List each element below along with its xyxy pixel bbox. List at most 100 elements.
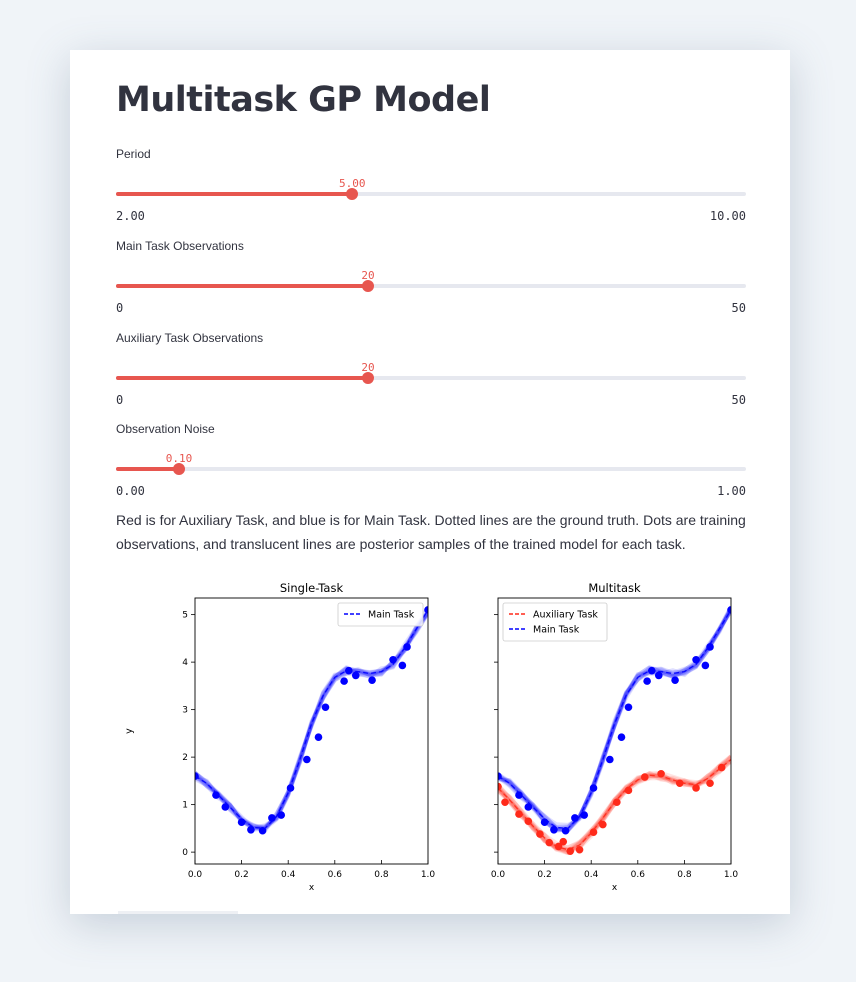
observation-noise-slider[interactable]: Observation Noise 0.10 0.00 1.00	[116, 422, 746, 512]
observation-point	[613, 798, 621, 807]
observation-point	[580, 811, 589, 819]
slider-max: 10.00	[709, 209, 746, 223]
chart-0: Single-Task 0.0 0.2 0.4 0.6 0.8 1.0 0 1 2 3 4 5 x y Mai…	[124, 581, 435, 893]
slider-min: 0.00	[116, 484, 145, 498]
observation-point	[389, 655, 397, 664]
legend-box	[337, 602, 424, 627]
slider-thumb[interactable]	[173, 463, 185, 475]
x-tick-label: 1.0	[724, 870, 739, 880]
legend-label: Main Task	[533, 625, 580, 636]
observation-point	[706, 779, 714, 788]
y-tick-label: 3	[182, 706, 188, 716]
observation-point	[727, 606, 731, 614]
observation-point	[501, 798, 509, 807]
observation-point	[515, 810, 523, 818]
observation-point	[654, 671, 663, 680]
slider-min: 0	[116, 393, 124, 407]
x-tick-label: 0.8	[374, 870, 389, 880]
slider-fill	[116, 467, 179, 471]
observation-point	[498, 772, 502, 780]
observation-point	[701, 661, 710, 670]
observation-point	[589, 828, 598, 836]
x-tick-label: 0.0	[491, 870, 506, 880]
observation-point	[554, 842, 563, 851]
observation-point	[536, 830, 544, 838]
observation-point	[524, 803, 533, 811]
x-tick-label: 0.4	[584, 870, 599, 880]
observation-point	[221, 803, 230, 811]
slider-thumb[interactable]	[346, 188, 359, 200]
slider-label: Observation Noise	[116, 422, 215, 436]
slider-value: 20	[361, 361, 375, 374]
observation-point	[617, 733, 626, 741]
observation-point	[675, 779, 684, 788]
observation-point	[351, 671, 360, 680]
posterior-sample	[195, 611, 428, 831]
app-card: Multitask GP Model Period 5.00 2.00 10.0…	[70, 50, 790, 914]
slider-value: 20	[361, 269, 375, 282]
observation-point	[571, 814, 579, 822]
observation-point	[237, 818, 246, 826]
x-tick-label: 1.0	[421, 870, 436, 880]
slider-track[interactable]	[116, 284, 746, 288]
observation-point	[566, 847, 575, 855]
x-tick-label: 0.2	[234, 870, 248, 880]
slider-min: 2.00	[116, 209, 145, 223]
period-slider[interactable]: Period 5.00 2.00 10.00	[116, 147, 746, 237]
auxiliary-task-observations-slider[interactable]: Auxiliary Task Observations 20 0 50	[116, 331, 746, 421]
observation-point	[643, 677, 651, 685]
observation-point	[340, 677, 348, 685]
slider-track[interactable]	[116, 376, 746, 380]
slider-track[interactable]	[116, 467, 746, 471]
x-tick-label: 0.2	[537, 870, 551, 880]
page-title: Multitask GP Model	[116, 80, 491, 120]
slider-thumb[interactable]	[362, 372, 374, 384]
observation-point	[403, 643, 411, 651]
slider-label: Main Task Observations	[116, 239, 244, 253]
x-tick-label: 0.6	[631, 870, 646, 880]
observation-point	[524, 817, 533, 826]
main-task-observations-slider[interactable]: Main Task Observations 20 0 50	[116, 239, 746, 329]
divider	[118, 911, 238, 914]
slider-max: 50	[731, 393, 746, 407]
y-tick-label: 5	[182, 611, 188, 621]
slider-fill	[116, 192, 353, 196]
chart-title: Multitask	[588, 581, 641, 595]
y-tick-label: 1	[182, 801, 188, 811]
observation-point	[540, 818, 549, 826]
observation-point	[515, 791, 523, 799]
legend-label: Main Task	[368, 610, 415, 621]
posterior-sample	[195, 610, 428, 831]
posterior-sample	[195, 610, 428, 831]
slider-fill	[116, 376, 368, 380]
observation-point	[277, 811, 286, 819]
observation-point	[561, 826, 570, 835]
observation-point	[545, 838, 554, 847]
observation-point	[657, 769, 665, 778]
posterior-sample	[195, 611, 428, 831]
observation-point	[195, 772, 199, 780]
observation-point	[498, 782, 502, 791]
observation-point	[321, 703, 330, 712]
observation-point	[344, 666, 353, 675]
observation-point	[624, 703, 633, 712]
observation-point	[212, 791, 220, 799]
plot-area	[195, 605, 428, 835]
chart-title: Single-Task	[280, 581, 344, 595]
x-axis-label: x	[309, 883, 315, 893]
x-tick-label: 0.4	[281, 870, 296, 880]
observation-point	[624, 786, 633, 795]
plot-area	[498, 605, 731, 856]
posterior-sample	[195, 605, 428, 832]
slider-fill	[116, 284, 368, 288]
observation-point	[717, 763, 726, 772]
observation-point	[368, 676, 376, 684]
slider-thumb[interactable]	[362, 280, 374, 292]
observation-point	[575, 845, 584, 854]
observation-point	[599, 820, 607, 829]
legend-box	[502, 602, 608, 642]
observation-point	[589, 784, 598, 792]
observation-point	[559, 837, 568, 846]
slider-track[interactable]	[116, 192, 746, 196]
description-text: Red is for Auxiliary Task, and blue is f…	[116, 512, 746, 552]
